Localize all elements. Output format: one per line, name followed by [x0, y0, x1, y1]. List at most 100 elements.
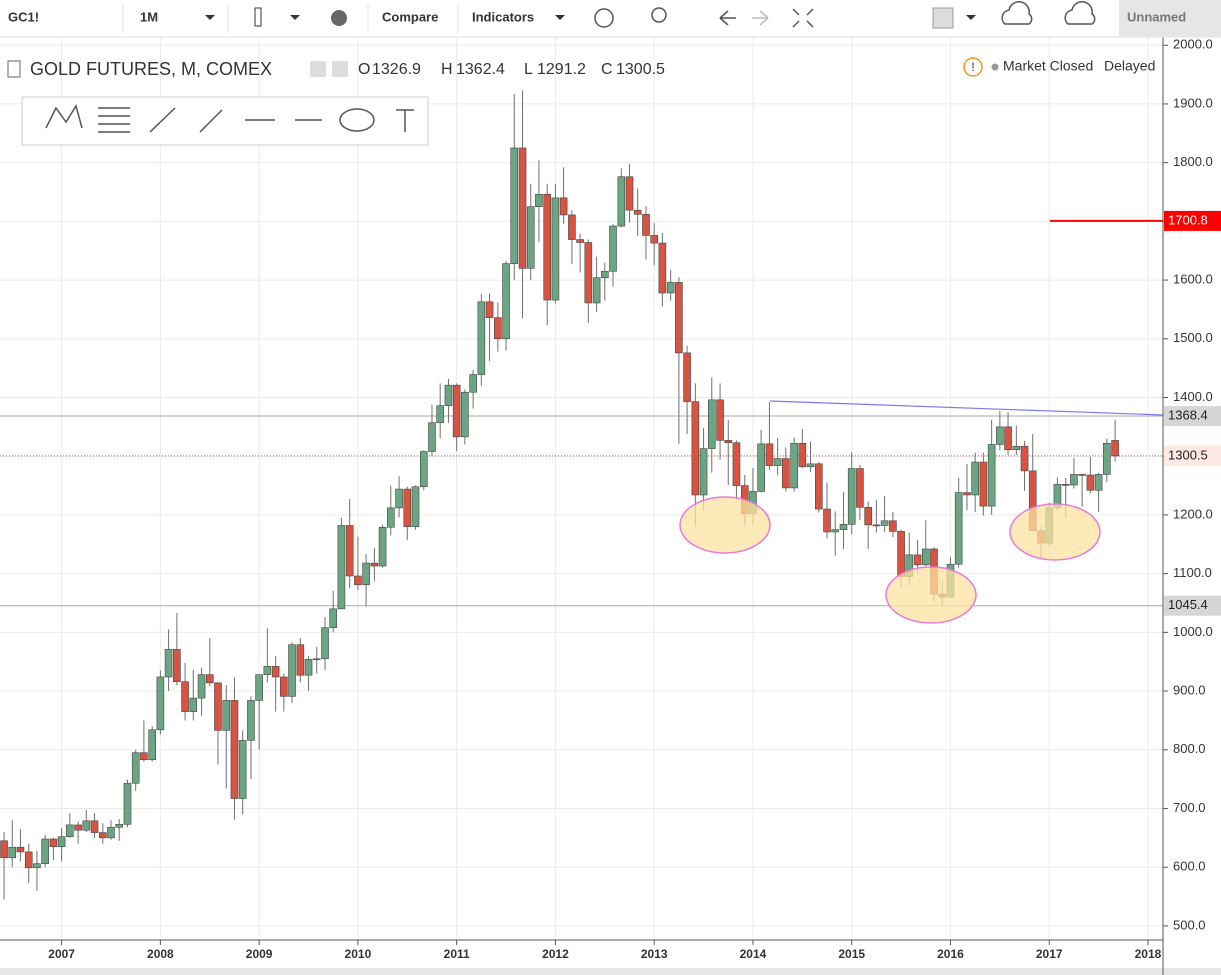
candle	[601, 262, 609, 301]
ohlc-value: 1300.5	[616, 61, 665, 78]
y-tick-label: 1400.0	[1173, 389, 1213, 404]
fib-tool[interactable]	[98, 107, 130, 133]
candle-body	[996, 426, 1004, 445]
candle	[1111, 419, 1119, 462]
highlight-ellipse[interactable]	[1009, 503, 1101, 561]
ray-tool[interactable]	[199, 109, 223, 133]
candle	[963, 463, 971, 511]
plot-area	[0, 37, 1163, 940]
indicators-button[interactable]: Indicators	[472, 9, 534, 24]
candle	[1078, 473, 1086, 507]
y-tick-label: 500.0	[1173, 917, 1206, 932]
fullscreen-button[interactable]	[792, 8, 814, 28]
candle	[683, 345, 691, 434]
settings-icon[interactable]	[332, 61, 348, 77]
price-label: 1300.5	[1168, 447, 1208, 462]
x-tick-label: 2015	[838, 947, 865, 961]
candle-body	[658, 242, 667, 294]
candle-body	[1111, 440, 1119, 457]
candle	[263, 628, 272, 683]
interval[interactable]: 1M	[140, 9, 158, 24]
eye-icon[interactable]	[310, 61, 326, 77]
pattern-tool[interactable]	[45, 104, 83, 129]
candle	[90, 813, 99, 838]
candle-body	[502, 263, 510, 340]
candle	[494, 302, 502, 352]
candle	[354, 536, 362, 591]
candle	[271, 655, 280, 712]
candle-body	[255, 674, 263, 701]
menu-icon[interactable]	[7, 60, 21, 78]
price-label-bg	[1164, 406, 1221, 427]
candle	[82, 809, 91, 832]
candle-body	[197, 674, 206, 699]
alert-button[interactable]	[594, 8, 614, 28]
candle	[707, 377, 716, 473]
candle	[535, 160, 543, 242]
candle-body	[1061, 484, 1070, 486]
text-tool[interactable]	[396, 109, 414, 132]
candle-body	[757, 443, 765, 492]
candle	[378, 524, 387, 568]
load-button[interactable]	[1064, 1, 1096, 25]
candle-body	[798, 442, 807, 468]
candle-body	[107, 826, 115, 839]
candle	[806, 441, 815, 473]
chart-style[interactable]	[254, 7, 262, 27]
candle	[33, 850, 41, 891]
drawing-toolbar	[21, 96, 429, 146]
candle-body	[806, 463, 815, 468]
candle-body	[469, 374, 477, 393]
layout-name[interactable]: Unnamed	[1127, 9, 1186, 24]
candle	[0, 831, 8, 900]
candle	[214, 682, 222, 765]
ohlc-letter: C	[601, 61, 613, 78]
candle	[889, 511, 897, 538]
candle	[510, 93, 519, 281]
candle	[716, 383, 724, 460]
ideas-button[interactable]	[651, 7, 667, 23]
highlight-ellipse[interactable]	[679, 496, 771, 554]
candle	[74, 821, 82, 844]
symbol[interactable]: GC1!	[8, 9, 39, 24]
chart-title: GOLD FUTURES, M, COMEX	[30, 59, 272, 79]
candle	[856, 465, 864, 521]
line-tool[interactable]	[149, 107, 176, 133]
candle-body	[419, 451, 428, 488]
candle-body	[518, 147, 527, 269]
candle-body	[205, 674, 214, 684]
color-button[interactable]	[932, 7, 954, 29]
x-tick-label: 2016	[937, 947, 964, 961]
candle	[461, 389, 469, 445]
highlight-ellipse[interactable]	[885, 566, 977, 624]
candle	[1103, 438, 1111, 483]
candle-body	[633, 209, 642, 215]
y-tick-label: 1200.0	[1173, 506, 1213, 521]
market-status: ! Market Closed Delayed	[963, 57, 1155, 77]
candle-body	[551, 197, 560, 301]
candle-body	[370, 562, 379, 567]
trend-line[interactable]	[769, 400, 1164, 416]
candle	[477, 294, 486, 386]
top-toolbar: GC1! 1M Compare Indicators Unnamed	[0, 0, 1221, 38]
candle	[979, 452, 988, 516]
y-tick-label: 700.0	[1173, 800, 1206, 815]
settings[interactable]	[331, 10, 347, 26]
compare-button[interactable]: Compare	[382, 9, 438, 24]
candle-body	[41, 838, 49, 864]
candle-body	[889, 520, 897, 532]
warning-icon[interactable]	[963, 57, 983, 77]
candle-body	[510, 147, 519, 264]
interval-dropdown[interactable]	[205, 15, 215, 20]
candle-body	[1094, 474, 1103, 491]
candle	[847, 452, 856, 535]
candle	[411, 485, 420, 530]
save-button[interactable]	[1001, 1, 1033, 25]
candle-body	[362, 562, 370, 586]
undo-button[interactable]	[719, 10, 736, 26]
ellipse-tool[interactable]	[339, 108, 375, 132]
redo-button[interactable]	[752, 10, 769, 26]
candle-body	[148, 729, 156, 761]
candle	[131, 749, 140, 791]
candle-body	[913, 554, 922, 566]
